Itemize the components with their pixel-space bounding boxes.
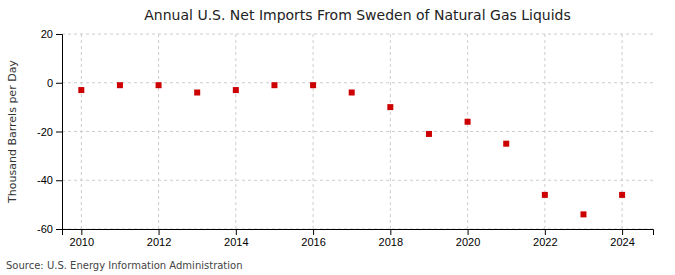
point <box>542 192 548 198</box>
axis-line <box>56 35 63 230</box>
grid-line <box>390 34 391 229</box>
grid-line <box>81 34 82 229</box>
tick-label: 2014 <box>224 236 248 248</box>
tick: -60 <box>37 223 62 235</box>
points <box>78 82 625 217</box>
tick-label: -20 <box>37 126 53 138</box>
tick: -20 <box>37 126 62 138</box>
tick: 2016 <box>301 229 325 248</box>
grid-line <box>544 34 545 229</box>
point <box>503 141 509 147</box>
tick-mark <box>56 132 62 133</box>
tick-label: 0 <box>47 77 53 89</box>
grid-line <box>158 34 159 229</box>
tick-label: 2018 <box>379 236 403 248</box>
point <box>387 104 393 110</box>
title: Annual U.S. Net Imports From Sweden of N… <box>144 7 570 23</box>
tick-mark <box>56 180 62 181</box>
tick-label: -40 <box>37 174 53 186</box>
grid-line <box>62 34 653 35</box>
tick-label: 2020 <box>456 236 480 248</box>
grid-line <box>313 34 314 229</box>
point <box>465 119 471 125</box>
source: Source: U.S. Energy Information Administ… <box>6 260 243 271</box>
tick-label: 2022 <box>533 236 557 248</box>
point <box>310 82 316 88</box>
tick-mark <box>313 229 314 235</box>
tick-mark <box>159 229 160 235</box>
tick: 2018 <box>379 229 403 248</box>
point <box>233 87 239 93</box>
tick-mark <box>545 229 546 235</box>
grid-line <box>467 34 468 229</box>
tick: 2020 <box>456 229 480 248</box>
tick-mark <box>390 229 391 235</box>
x-axis: 2010 2012 2014 2016 2018 2020 2022 2024 <box>63 229 654 248</box>
tick: 0 <box>47 77 62 89</box>
grid-line <box>62 131 653 132</box>
chart: 2010 2012 2014 2016 2018 2020 2022 2024 -60 -40 -2… <box>0 0 675 275</box>
tick: 2024 <box>610 229 634 248</box>
tick: 2014 <box>224 229 248 248</box>
point <box>194 90 200 96</box>
tick-label: 2024 <box>610 236 634 248</box>
grid-line <box>62 180 653 181</box>
tick-mark <box>468 229 469 235</box>
axis-line <box>63 230 654 236</box>
point <box>271 82 277 88</box>
tick-mark <box>236 229 237 235</box>
tick: 2010 <box>70 229 94 248</box>
plot: 2010 2012 2014 2016 2018 2020 2022 2024 -60 -40 -2… <box>37 28 653 248</box>
grid-line <box>622 34 623 229</box>
tick: 20 <box>41 28 62 40</box>
point <box>156 82 162 88</box>
tick-mark <box>56 229 62 230</box>
tick-mark <box>56 34 62 35</box>
point <box>117 82 123 88</box>
point <box>619 192 625 198</box>
tick: 2022 <box>533 229 557 248</box>
point <box>426 131 432 137</box>
tick-label: 2010 <box>70 236 94 248</box>
y-axis-title: Thousand Barrels per Day <box>6 60 19 204</box>
tick-mark <box>622 229 623 235</box>
grid-line <box>235 34 236 229</box>
tick-mark <box>56 83 62 84</box>
grid-line <box>62 82 653 83</box>
tick-label: 20 <box>41 28 53 40</box>
point <box>580 211 586 217</box>
y-axis: -60 -40 -20 0 20 <box>37 28 62 235</box>
tick-label: -60 <box>37 223 53 235</box>
tick: -40 <box>37 174 62 186</box>
tick-label: 2012 <box>147 236 171 248</box>
point <box>78 87 84 93</box>
tick-mark <box>81 229 82 235</box>
tick: 2012 <box>147 229 171 248</box>
point <box>349 90 355 96</box>
grid <box>62 34 653 229</box>
tick-label: 2016 <box>301 236 325 248</box>
